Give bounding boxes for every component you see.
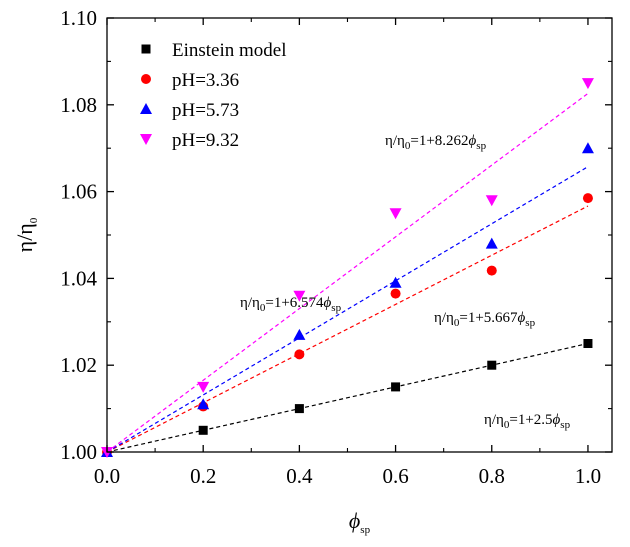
data-point (583, 339, 593, 348)
x-tick-label: 0.4 (286, 464, 313, 488)
fit-equations-layer: η/η0=1+2.5ϕsp η/η0=1+5.667ϕsp η/η0=1+6.574… (240, 133, 571, 431)
legend-marker (141, 74, 151, 84)
fit-line (106, 342, 589, 453)
data-point (486, 265, 497, 276)
y-tick-label: 1.04 (60, 266, 97, 290)
legend: Einstein model pH=3.36 pH=5.73 pH=9.32 (140, 40, 287, 151)
data-point (487, 360, 497, 370)
y-tick-label: 1.06 (60, 180, 97, 204)
x-tick-label: 0.6 (382, 464, 408, 488)
data-point (197, 381, 210, 393)
y-tick-label: 1.00 (60, 440, 97, 464)
data-point (581, 78, 594, 90)
data-point (389, 276, 402, 288)
x-axis-title: ϕsp (349, 508, 371, 536)
y-tick-label: 1.10 (60, 6, 97, 30)
data-point (485, 195, 498, 207)
fit-line (106, 205, 589, 453)
data-point (198, 425, 208, 435)
x-tick-label: 0.0 (94, 464, 120, 488)
legend-marker (141, 44, 151, 54)
legend-marker (140, 134, 152, 145)
legend-marker (140, 103, 152, 114)
axes-layer: 0.0 0.2 0.4 0.6 0.8 1.0 1.00 1.02 1.04 1.06 1.08 1.… (12, 6, 613, 536)
data-point (389, 208, 402, 220)
y-axis-title: η/η0 (12, 217, 40, 252)
data-point (581, 142, 594, 154)
fit-equation: η/η0=1+5.667ϕsp (434, 310, 536, 329)
fit-line (106, 166, 589, 453)
legend-label: pH=5.73 (172, 100, 239, 121)
fit-equation: η/η0=1+8.262ϕsp (385, 133, 487, 152)
data-point (390, 288, 401, 299)
data-point (294, 404, 304, 414)
y-tick-label: 1.02 (60, 353, 97, 377)
x-tick-label: 0.2 (190, 464, 216, 488)
x-tick-label: 1.0 (575, 464, 601, 488)
legend-label: Einstein model (172, 40, 287, 61)
fit-line (106, 92, 589, 453)
data-point (391, 382, 401, 392)
legend-label: pH=9.32 (172, 130, 239, 151)
x-tick-label: 0.8 (479, 464, 505, 488)
data-point (293, 328, 306, 340)
data-point (293, 290, 306, 302)
data-point (197, 398, 210, 410)
data-point (582, 193, 593, 204)
y-tick-label: 1.08 (60, 93, 97, 117)
fit-equation: η/η0=1+6.574ϕsp (240, 295, 342, 314)
data-point (294, 349, 305, 360)
fit-equation: η/η0=1+2.5ϕsp (484, 412, 571, 431)
legend-label: pH=3.36 (172, 70, 239, 91)
data-point (485, 237, 498, 249)
fit-lines-layer (106, 92, 589, 453)
